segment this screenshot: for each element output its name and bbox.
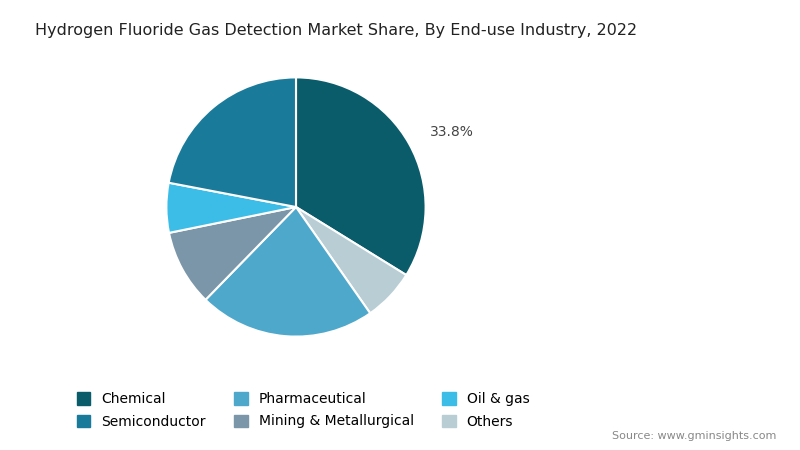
Text: Source: www.gminsights.com: Source: www.gminsights.com	[612, 431, 776, 441]
Wedge shape	[166, 183, 296, 233]
Wedge shape	[296, 207, 406, 313]
Legend: Chemical, Semiconductor, Pharmaceutical, Mining & Metallurgical, Oil & gas, Othe: Chemical, Semiconductor, Pharmaceutical,…	[71, 387, 535, 434]
Wedge shape	[169, 207, 296, 300]
Wedge shape	[206, 207, 370, 337]
Wedge shape	[169, 77, 296, 207]
Text: 33.8%: 33.8%	[430, 126, 474, 140]
Text: Hydrogen Fluoride Gas Detection Market Share, By End-use Industry, 2022: Hydrogen Fluoride Gas Detection Market S…	[35, 22, 637, 37]
Wedge shape	[296, 77, 426, 275]
